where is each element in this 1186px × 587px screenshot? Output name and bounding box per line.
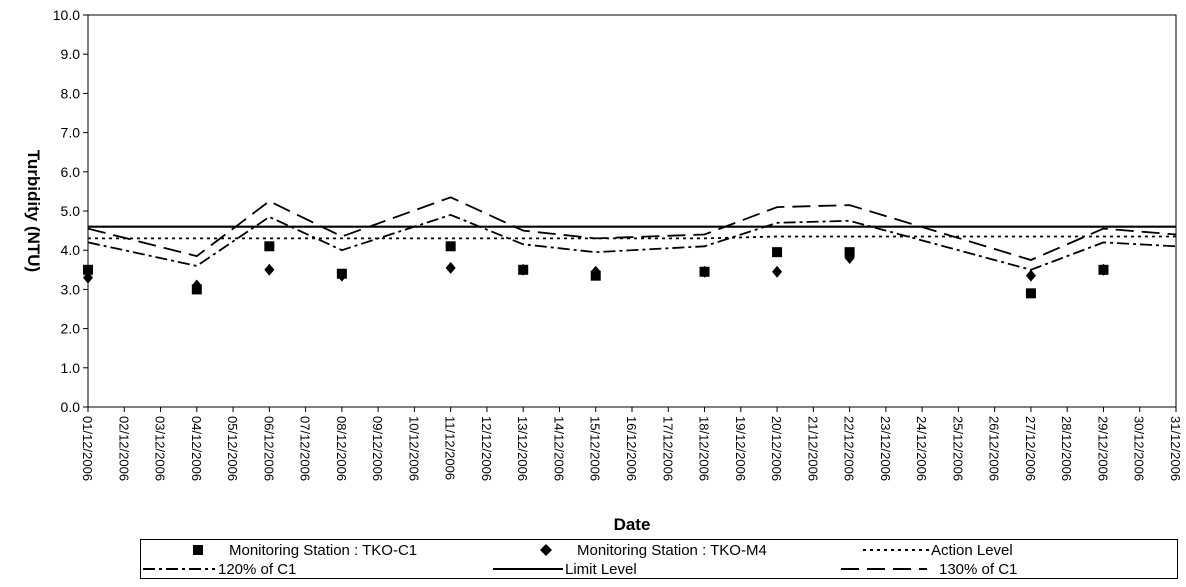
dotted-line-icon <box>863 549 929 551</box>
tko-m4-point <box>1098 263 1109 276</box>
y-tick-label: 1.0 <box>61 360 81 376</box>
x-tick-label: 24/12/2006 <box>914 416 929 481</box>
x-tick-label: 23/12/2006 <box>878 416 893 481</box>
tko-m4-point <box>264 263 275 276</box>
tko-c1-point <box>1025 288 1036 299</box>
legend-label-limit-level: Limit Level <box>565 560 637 578</box>
legend-label-130-c1: 130% of C1 <box>939 560 1018 578</box>
diamond-marker-icon <box>540 544 552 556</box>
tko-m4-point <box>772 265 783 278</box>
x-axis-title: Date <box>614 515 651 534</box>
x-tick-label: 25/12/2006 <box>950 416 965 481</box>
y-tick-label: 4.0 <box>61 242 81 258</box>
tko-m4-point <box>336 269 347 282</box>
legend-label-120-c1: 120% of C1 <box>218 560 297 578</box>
x-tick-label: 03/12/2006 <box>153 416 168 481</box>
x-tick-label: 13/12/2006 <box>515 416 530 481</box>
long-dash-line-icon <box>841 568 927 570</box>
y-axis-ticks: 0.0 1.0 2.0 3.0 4.0 5.0 6.0 7.0 8.0 9.0 10.0 <box>53 7 88 415</box>
x-tick-label: 29/12/2006 <box>1095 416 1110 481</box>
x-tick-label: 15/12/2006 <box>588 416 603 481</box>
legend-item-120-c1: 120% of C1 <box>143 560 296 578</box>
y-tick-label: 0.0 <box>61 399 81 415</box>
tko-m4-point <box>518 263 529 276</box>
tko-m4-point <box>191 279 202 292</box>
x-tick-label: 10/12/2006 <box>406 416 421 481</box>
x-tick-label: 27/12/2006 <box>1023 416 1038 481</box>
tko-m4-point <box>699 265 710 278</box>
legend-item-action-level: Action Level <box>863 541 1013 559</box>
x-tick-label: 08/12/2006 <box>334 416 349 481</box>
x-tick-label: 04/12/2006 <box>189 416 204 481</box>
x-tick-label: 19/12/2006 <box>733 416 748 481</box>
y-tick-label: 3.0 <box>61 281 81 297</box>
tko-c1-point <box>264 241 275 252</box>
x-tick-label: 22/12/2006 <box>842 416 857 481</box>
x-tick-label: 26/12/2006 <box>987 416 1002 481</box>
x-tick-label: 21/12/2006 <box>805 416 820 481</box>
y-axis-title: Turbidity (NTU) <box>24 150 43 272</box>
x-tick-label: 14/12/2006 <box>551 416 566 481</box>
x-tick-label: 17/12/2006 <box>660 416 675 481</box>
square-marker-icon <box>193 545 203 555</box>
x-axis-ticks: 01/12/2006 02/12/2006 03/12/2006 04/12/2006… <box>80 407 1183 481</box>
x-tick-label: 18/12/2006 <box>697 416 712 481</box>
x-tick-label: 09/12/2006 <box>370 416 385 481</box>
chart-legend: Monitoring Station : TKO-C1 Monitoring S… <box>140 539 1178 579</box>
tko-m4-point <box>590 265 601 278</box>
series-line-5 <box>87 196 1177 261</box>
tko-c1-point <box>772 247 783 258</box>
legend-item-limit-level: Limit Level <box>493 560 637 578</box>
x-tick-label: 30/12/2006 <box>1132 416 1147 481</box>
x-tick-label: 11/12/2006 <box>443 416 458 480</box>
series-markers <box>83 241 1109 299</box>
y-tick-label: 10.0 <box>53 7 80 23</box>
y-tick-label: 9.0 <box>61 46 81 62</box>
x-tick-label: 12/12/2006 <box>479 416 494 481</box>
x-tick-label: 16/12/2006 <box>624 416 639 481</box>
x-tick-label: 31/12/2006 <box>1168 416 1183 481</box>
y-tick-label: 6.0 <box>61 164 81 180</box>
x-tick-label: 20/12/2006 <box>769 416 784 481</box>
tko-m4-point <box>83 271 93 284</box>
legend-label-tko-c1: Monitoring Station : TKO-C1 <box>229 541 418 559</box>
legend-label-tko-m4: Monitoring Station : TKO-M4 <box>577 541 767 559</box>
tko-m4-point <box>445 261 456 274</box>
y-tick-label: 8.0 <box>61 85 81 101</box>
tko-m4-point <box>844 252 855 265</box>
y-tick-label: 7.0 <box>61 125 81 141</box>
x-tick-label: 02/12/2006 <box>116 416 131 481</box>
tko-m4-point <box>1025 269 1036 282</box>
x-tick-label: 06/12/2006 <box>261 416 276 481</box>
solid-line-icon <box>493 568 563 570</box>
plot-area <box>87 14 1177 408</box>
tko-c1-point <box>83 264 93 275</box>
legend-label-action-level: Action Level <box>931 541 1013 559</box>
tko-c1-point <box>445 241 456 252</box>
legend-item-tko-c1: Monitoring Station : TKO-C1 <box>191 541 417 559</box>
dash-dot-line-icon <box>143 568 215 570</box>
legend-item-tko-m4: Monitoring Station : TKO-M4 <box>539 541 767 559</box>
legend-item-130-c1: 130% of C1 <box>841 560 1017 578</box>
x-tick-label: 28/12/2006 <box>1059 416 1074 481</box>
x-tick-label: 01/12/2006 <box>80 416 95 481</box>
turbidity-chart: 0.0 1.0 2.0 3.0 4.0 5.0 6.0 7.0 8.0 9.0 10.0 01/12… <box>24 7 1183 534</box>
y-tick-label: 5.0 <box>61 203 81 219</box>
x-tick-label: 05/12/2006 <box>225 416 240 481</box>
x-tick-label: 07/12/2006 <box>298 416 313 481</box>
y-tick-label: 2.0 <box>61 321 81 337</box>
